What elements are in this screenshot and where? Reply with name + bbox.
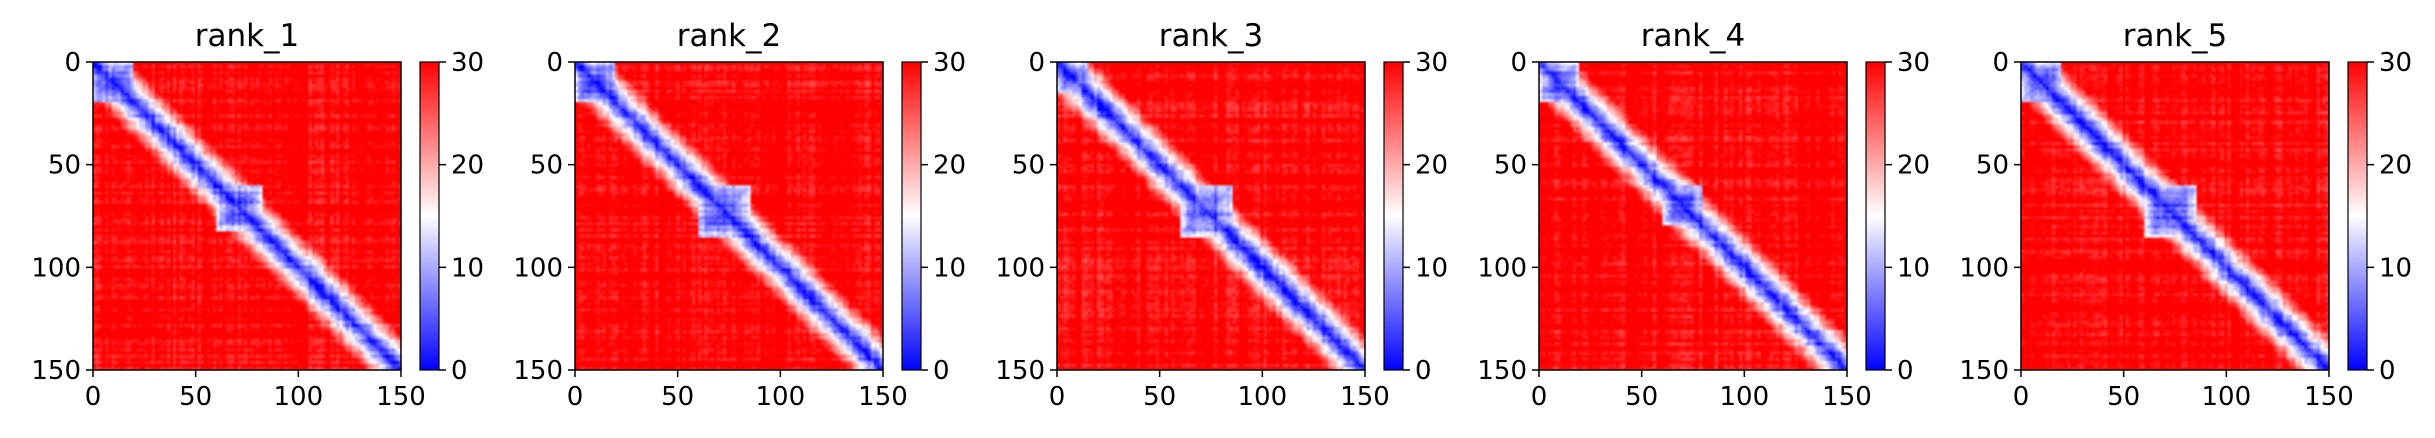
x-tick-label: 100 <box>2202 382 2252 412</box>
heatmap-image <box>93 62 401 370</box>
axes-frame <box>1056 61 1366 371</box>
colorbar-tick-label: 0 <box>933 356 950 386</box>
y-tick-label: 50 <box>1012 151 1045 181</box>
y-tick-label: 0 <box>1028 48 1045 78</box>
x-tick-label: 50 <box>179 382 212 412</box>
y-tick-label: 100 <box>995 253 1045 283</box>
x-tick-label: 0 <box>2013 382 2030 412</box>
colorbar <box>901 61 922 371</box>
colorbar-tick-label: 10 <box>2379 253 2412 283</box>
y-tick-label: 0 <box>546 48 563 78</box>
x-tick-label: 100 <box>756 382 806 412</box>
y-tick-label: 50 <box>1976 151 2009 181</box>
colorbar-tick-label: 0 <box>2379 356 2396 386</box>
x-tick-label: 0 <box>567 382 584 412</box>
colorbar-tick-label: 10 <box>451 253 484 283</box>
panel-title: rank_5 <box>2123 18 2228 54</box>
colorbar-tick-label: 10 <box>1415 253 1448 283</box>
heatmap-image <box>1057 62 1365 370</box>
colorbar-tick-label: 30 <box>1415 48 1448 78</box>
colorbar-tick-label: 30 <box>1897 48 1930 78</box>
axes-frame <box>574 61 884 371</box>
colorbar-tick-label: 10 <box>1897 253 1930 283</box>
y-tick-label: 50 <box>1494 151 1527 181</box>
colorbar-tick-label: 20 <box>451 151 484 181</box>
x-tick-label: 0 <box>1531 382 1548 412</box>
heatmap-image <box>2021 62 2329 370</box>
x-tick-label: 150 <box>2304 382 2354 412</box>
colorbar <box>419 61 440 371</box>
y-tick-label: 100 <box>31 253 81 283</box>
x-tick-label: 100 <box>274 382 324 412</box>
colorbar-tick-label: 0 <box>1415 356 1432 386</box>
colorbar-tick-label: 30 <box>451 48 484 78</box>
colorbar-tick-label: 10 <box>933 253 966 283</box>
x-tick-label: 150 <box>858 382 908 412</box>
axes-frame <box>2020 61 2330 371</box>
colorbar-tick-label: 30 <box>933 48 966 78</box>
y-tick-label: 50 <box>48 151 81 181</box>
y-tick-label: 100 <box>1477 253 1527 283</box>
x-tick-label: 0 <box>1049 382 1066 412</box>
x-tick-label: 50 <box>661 382 694 412</box>
y-tick-label: 150 <box>513 356 563 386</box>
y-tick-label: 0 <box>1510 48 1527 78</box>
panel-title: rank_3 <box>1159 18 1264 54</box>
colorbar-tick-label: 20 <box>2379 151 2412 181</box>
y-tick-label: 100 <box>1959 253 2009 283</box>
colorbar <box>1383 61 1404 371</box>
heatmap-image <box>575 62 883 370</box>
panel-title: rank_2 <box>677 18 782 54</box>
x-tick-label: 150 <box>1822 382 1872 412</box>
y-tick-label: 0 <box>1992 48 2009 78</box>
y-tick-label: 100 <box>513 253 563 283</box>
y-tick-label: 150 <box>1959 356 2009 386</box>
x-tick-label: 0 <box>85 382 102 412</box>
panel-title: rank_1 <box>195 18 300 54</box>
panel-title: rank_4 <box>1641 18 1746 54</box>
axes-frame <box>92 61 402 371</box>
colorbar-tick-label: 20 <box>1897 151 1930 181</box>
y-tick-label: 150 <box>1477 356 1527 386</box>
colorbar-tick-label: 30 <box>2379 48 2412 78</box>
x-tick-label: 150 <box>376 382 426 412</box>
colorbar-tick-label: 0 <box>451 356 468 386</box>
y-tick-label: 150 <box>995 356 1045 386</box>
x-tick-label: 100 <box>1720 382 1770 412</box>
colorbar-tick-label: 20 <box>1415 151 1448 181</box>
y-tick-label: 0 <box>64 48 81 78</box>
y-tick-label: 150 <box>31 356 81 386</box>
heatmap-image <box>1539 62 1847 370</box>
x-tick-label: 150 <box>1340 382 1390 412</box>
x-tick-label: 50 <box>1143 382 1176 412</box>
colorbar-tick-label: 0 <box>1897 356 1914 386</box>
y-tick-label: 50 <box>530 151 563 181</box>
x-tick-label: 50 <box>1625 382 1658 412</box>
axes-frame <box>1538 61 1848 371</box>
colorbar <box>2347 61 2368 371</box>
x-tick-label: 50 <box>2107 382 2140 412</box>
x-tick-label: 100 <box>1238 382 1288 412</box>
colorbar-tick-label: 20 <box>933 151 966 181</box>
colorbar <box>1865 61 1886 371</box>
